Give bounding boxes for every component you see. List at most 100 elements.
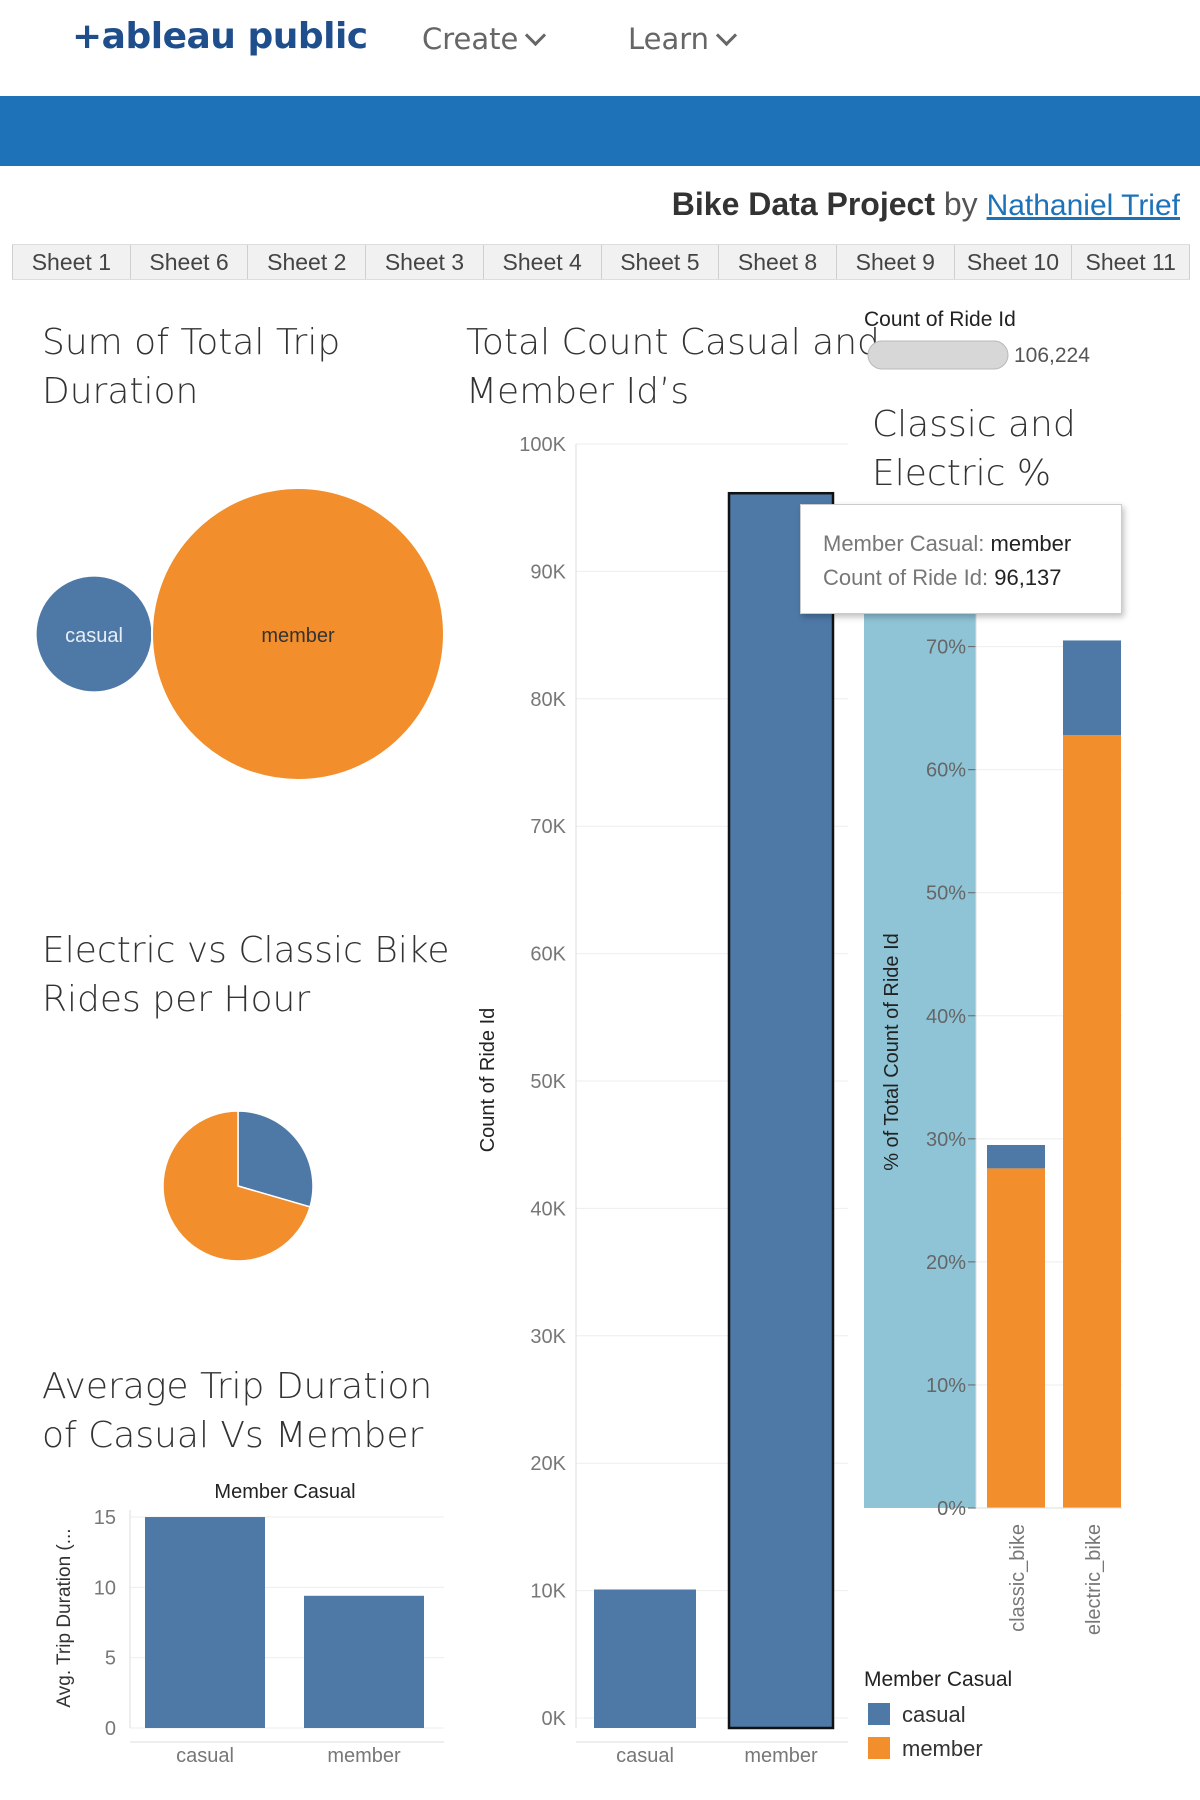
- top-nav: +ableau public Create Learn: [0, 0, 1200, 96]
- create-menu[interactable]: Create: [422, 22, 547, 56]
- title-line: Average Trip Duration: [42, 1366, 433, 1407]
- x-tick-label: member: [744, 1745, 818, 1767]
- by-text: by: [943, 186, 978, 222]
- title-line: Total Count Casual and: [466, 322, 880, 363]
- y-tick-label: 10%: [926, 1375, 966, 1397]
- chart-header: Member Casual: [214, 1481, 355, 1503]
- y-tick-label: 40%: [926, 1006, 966, 1028]
- y-tick-label: 5: [105, 1648, 116, 1670]
- bubble-label: casual: [65, 625, 123, 647]
- tab-sheet-2[interactable]: Sheet 2: [248, 245, 367, 279]
- legend-item-member[interactable]: member: [868, 1736, 983, 1762]
- x-tick-label: casual: [616, 1745, 674, 1767]
- project-title: Bike Data Project: [671, 186, 935, 222]
- tab-sheet-1[interactable]: Sheet 1: [12, 245, 131, 279]
- trip-duration-title: Sum of Total Trip Duration: [42, 318, 340, 416]
- y-axis-title: Count of Ride Id: [477, 1008, 499, 1153]
- y-tick-label: 70%: [926, 637, 966, 659]
- title-line: Electric vs Classic Bike: [42, 930, 450, 971]
- tooltip-value: member: [990, 531, 1072, 556]
- axis-highlight: [864, 600, 976, 1508]
- y-tick-label: 10K: [530, 1581, 566, 1603]
- y-tick-label: 20%: [926, 1252, 966, 1274]
- bubble-member: [151, 487, 445, 781]
- title-line: Member Id’s: [466, 371, 690, 412]
- tooltip-row-count: Count of Ride Id: 96,137: [823, 565, 1062, 591]
- bubble-label: member: [261, 625, 335, 647]
- classic-electric-title: Classic and Electric %: [872, 400, 1076, 498]
- total-count-title: Total Count Casual and Member Id’s: [466, 318, 880, 416]
- y-tick-label: 30%: [926, 1129, 966, 1151]
- tab-sheet-11[interactable]: Sheet 11: [1072, 245, 1191, 279]
- tooltip-value: 96,137: [994, 565, 1062, 590]
- tab-sheet-4[interactable]: Sheet 4: [484, 245, 602, 279]
- ride-id-filter-label: Count of Ride Id: [864, 308, 1016, 331]
- tab-sheet-3[interactable]: Sheet 3: [366, 245, 484, 279]
- sheet-tabs: Sheet 1 Sheet 6 Sheet 2 Sheet 3 Sheet 4 …: [12, 244, 1191, 280]
- tab-sheet-9[interactable]: Sheet 9: [837, 245, 955, 279]
- bar-casual: [594, 1589, 696, 1728]
- y-tick-label: 30K: [530, 1326, 566, 1348]
- legend-item-casual[interactable]: casual: [868, 1702, 966, 1728]
- y-tick-label: 0: [105, 1718, 116, 1740]
- y-tick-label: 60%: [926, 760, 966, 782]
- y-tick-label: 0%: [937, 1498, 966, 1520]
- y-tick-label: 100K: [519, 434, 566, 456]
- banner-bar: [0, 96, 1200, 166]
- title-line: Classic and: [872, 404, 1076, 445]
- title-line: Duration: [42, 371, 199, 412]
- y-tick-label: 40K: [530, 1198, 566, 1220]
- electric-classic-title: Electric vs Classic Bike Rides per Hour: [42, 926, 450, 1024]
- bar-member: [304, 1595, 424, 1728]
- title-line: Rides per Hour: [42, 979, 311, 1020]
- logo-text: +ableau public: [72, 16, 368, 57]
- y-tick-label: 0K: [542, 1708, 567, 1730]
- y-tick-label: 20K: [530, 1453, 566, 1475]
- y-tick-label: 10: [94, 1577, 116, 1599]
- bar-electric_bike-casual: [1063, 640, 1121, 736]
- project-header: Bike Data Project by Nathaniel Trief: [672, 186, 1180, 223]
- tooltip-row-member: Member Casual: member: [823, 531, 1071, 557]
- y-axis-title: Avg. Trip Duration (...: [54, 1528, 75, 1707]
- bar-electric_bike-member: [1063, 735, 1121, 1508]
- y-tick-label: 50K: [530, 1071, 566, 1093]
- pie-slice: [237, 1110, 314, 1208]
- tab-sheet-8[interactable]: Sheet 8: [719, 245, 837, 279]
- tableau-public-logo[interactable]: +ableau public: [72, 16, 368, 57]
- x-tick-label: member: [327, 1745, 401, 1767]
- legend-swatch: [868, 1703, 890, 1726]
- x-tick-label: classic_bike: [1007, 1524, 1029, 1632]
- create-label: Create: [422, 22, 519, 56]
- bar-classic_bike-member: [987, 1168, 1045, 1508]
- tab-sheet-10[interactable]: Sheet 10: [955, 245, 1073, 279]
- y-tick-label: 15: [94, 1507, 116, 1529]
- tooltip-key: Member Casual:: [823, 531, 985, 556]
- tab-sheet-6[interactable]: Sheet 6: [131, 245, 249, 279]
- author-link[interactable]: Nathaniel Trief: [986, 189, 1180, 222]
- bar-casual: [145, 1517, 265, 1728]
- y-axis-title: % of Total Count of Ride Id: [881, 933, 903, 1171]
- learn-menu[interactable]: Learn: [628, 22, 738, 56]
- slider-track[interactable]: [867, 340, 1009, 370]
- pie-slice: [162, 1110, 311, 1262]
- legend-swatch: [868, 1737, 890, 1760]
- avg-duration-title: Average Trip Duration of Casual Vs Membe…: [42, 1362, 432, 1460]
- bar-member: [727, 491, 835, 1730]
- ride-id-filter-value: 106,224: [1014, 344, 1090, 367]
- legend-label: casual: [902, 1702, 966, 1727]
- title-line: Electric %: [872, 453, 1052, 494]
- x-tick-label: electric_bike: [1083, 1524, 1105, 1635]
- x-tick-label: casual: [176, 1745, 234, 1767]
- learn-label: Learn: [628, 22, 710, 56]
- legend-label: member: [902, 1736, 983, 1761]
- tooltip: Member Casual: member Count of Ride Id: …: [800, 504, 1122, 614]
- y-tick-label: 80K: [530, 689, 566, 711]
- y-tick-label: 90K: [530, 561, 566, 583]
- ride-id-slider[interactable]: [866, 338, 1012, 372]
- tab-sheet-5[interactable]: Sheet 5: [602, 245, 720, 279]
- y-tick-label: 50%: [926, 883, 966, 905]
- y-tick-label: 60K: [530, 944, 566, 966]
- tooltip-key: Count of Ride Id:: [823, 565, 989, 590]
- y-tick-label: 70K: [530, 816, 566, 838]
